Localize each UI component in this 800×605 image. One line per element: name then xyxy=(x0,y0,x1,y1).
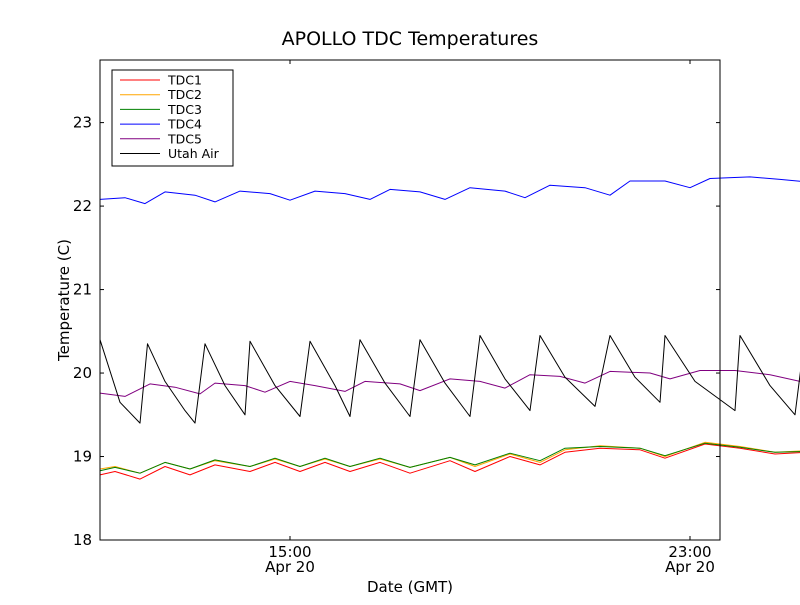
x-tick-label-time: 23:00 xyxy=(668,543,711,561)
legend-label: TDC5 xyxy=(167,131,202,146)
x-tick-label-time: 15:00 xyxy=(268,543,311,561)
series-lines xyxy=(99,176,800,480)
series-line-tdc3 xyxy=(99,442,800,474)
y-axis-label: Temperature (C) xyxy=(55,239,73,362)
y-tick-label: 19 xyxy=(73,448,92,466)
series-line-tdc1 xyxy=(99,443,800,480)
chart-title: APOLLO TDC Temperatures xyxy=(282,28,539,50)
plot-frame xyxy=(99,59,721,541)
y-tick-label: 20 xyxy=(73,364,92,382)
legend-label: TDC4 xyxy=(167,117,202,132)
x-tick-label-date: Apr 20 xyxy=(665,558,715,576)
legend-label: TDC3 xyxy=(167,102,202,117)
legend-label: Utah Air xyxy=(168,146,220,161)
legend-box xyxy=(111,69,234,167)
y-tick-label: 21 xyxy=(73,281,92,299)
series-line-utah-air xyxy=(99,335,800,424)
legend-label: TDC1 xyxy=(167,73,202,88)
x-axis-label: Date (GMT) xyxy=(367,578,453,596)
x-tick-label-date: Apr 20 xyxy=(265,558,315,576)
series-line-tdc5 xyxy=(99,370,800,397)
series-line-tdc4 xyxy=(99,176,800,205)
y-tick-label: 22 xyxy=(73,197,92,215)
y-tick-label: 23 xyxy=(73,114,92,132)
y-tick-label: 18 xyxy=(73,531,92,549)
legend-label: TDC2 xyxy=(167,87,202,102)
